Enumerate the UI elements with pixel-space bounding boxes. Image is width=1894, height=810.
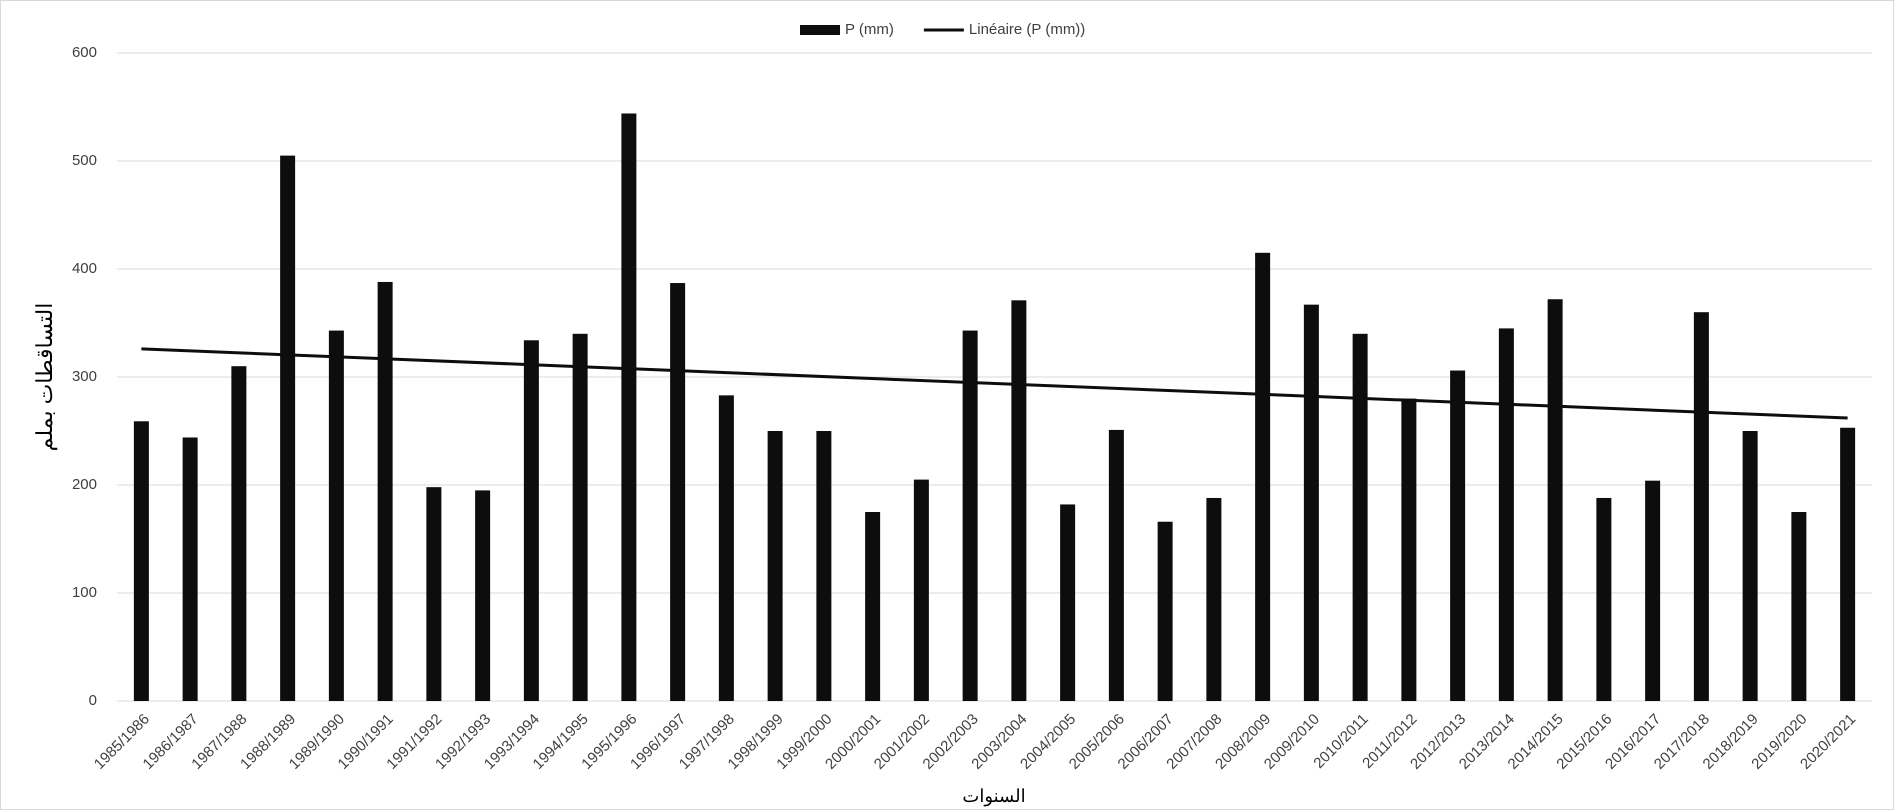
- bar: [182, 437, 198, 701]
- bar: [1303, 304, 1319, 701]
- y-tick-label: 300: [72, 368, 97, 385]
- x-axis-title: السنوات: [962, 786, 1025, 807]
- bar: [621, 113, 637, 702]
- bar: [1840, 427, 1856, 701]
- bar: [718, 395, 734, 701]
- y-tick-label: 400: [72, 260, 97, 277]
- bar: [1157, 521, 1173, 701]
- trend-line: [141, 347, 1848, 420]
- bar: [913, 479, 929, 701]
- bar: [962, 330, 978, 701]
- y-tick-label: 600: [72, 44, 97, 61]
- bar: [572, 333, 588, 701]
- bar: [865, 512, 881, 701]
- bar: [1352, 333, 1368, 701]
- bar: [1060, 504, 1076, 701]
- bar: [1693, 312, 1709, 701]
- bar: [426, 487, 442, 701]
- y-tick-label: 100: [72, 584, 97, 601]
- bar: [1401, 398, 1417, 701]
- legend-label: Linéaire (P (mm)): [969, 21, 1085, 38]
- bar: [1596, 497, 1612, 701]
- legend-label: P (mm): [845, 21, 894, 38]
- y-tick-label: 0: [89, 692, 97, 709]
- bar: [475, 490, 491, 701]
- bar: [231, 366, 247, 701]
- bar: [1450, 370, 1466, 701]
- bar: [1498, 328, 1514, 701]
- y-axis-title: التساقطات بملم: [32, 303, 58, 452]
- bar: [328, 330, 344, 701]
- legend-swatch: [800, 25, 840, 35]
- bar: [1742, 431, 1758, 701]
- y-tick-label: 200: [72, 476, 97, 493]
- bar: [1255, 252, 1271, 702]
- bar: [767, 431, 783, 701]
- bar: [1206, 497, 1222, 701]
- bar: [1108, 429, 1124, 701]
- bar: [670, 283, 686, 701]
- bar: [377, 281, 393, 701]
- bar: [1791, 512, 1807, 701]
- bar: [523, 340, 539, 701]
- bar: [1547, 299, 1563, 701]
- bar: [1011, 300, 1027, 701]
- bar: [133, 421, 149, 701]
- bar: [816, 431, 832, 701]
- bar: [1645, 480, 1661, 701]
- y-tick-label: 500: [72, 152, 97, 169]
- bar: [280, 155, 296, 702]
